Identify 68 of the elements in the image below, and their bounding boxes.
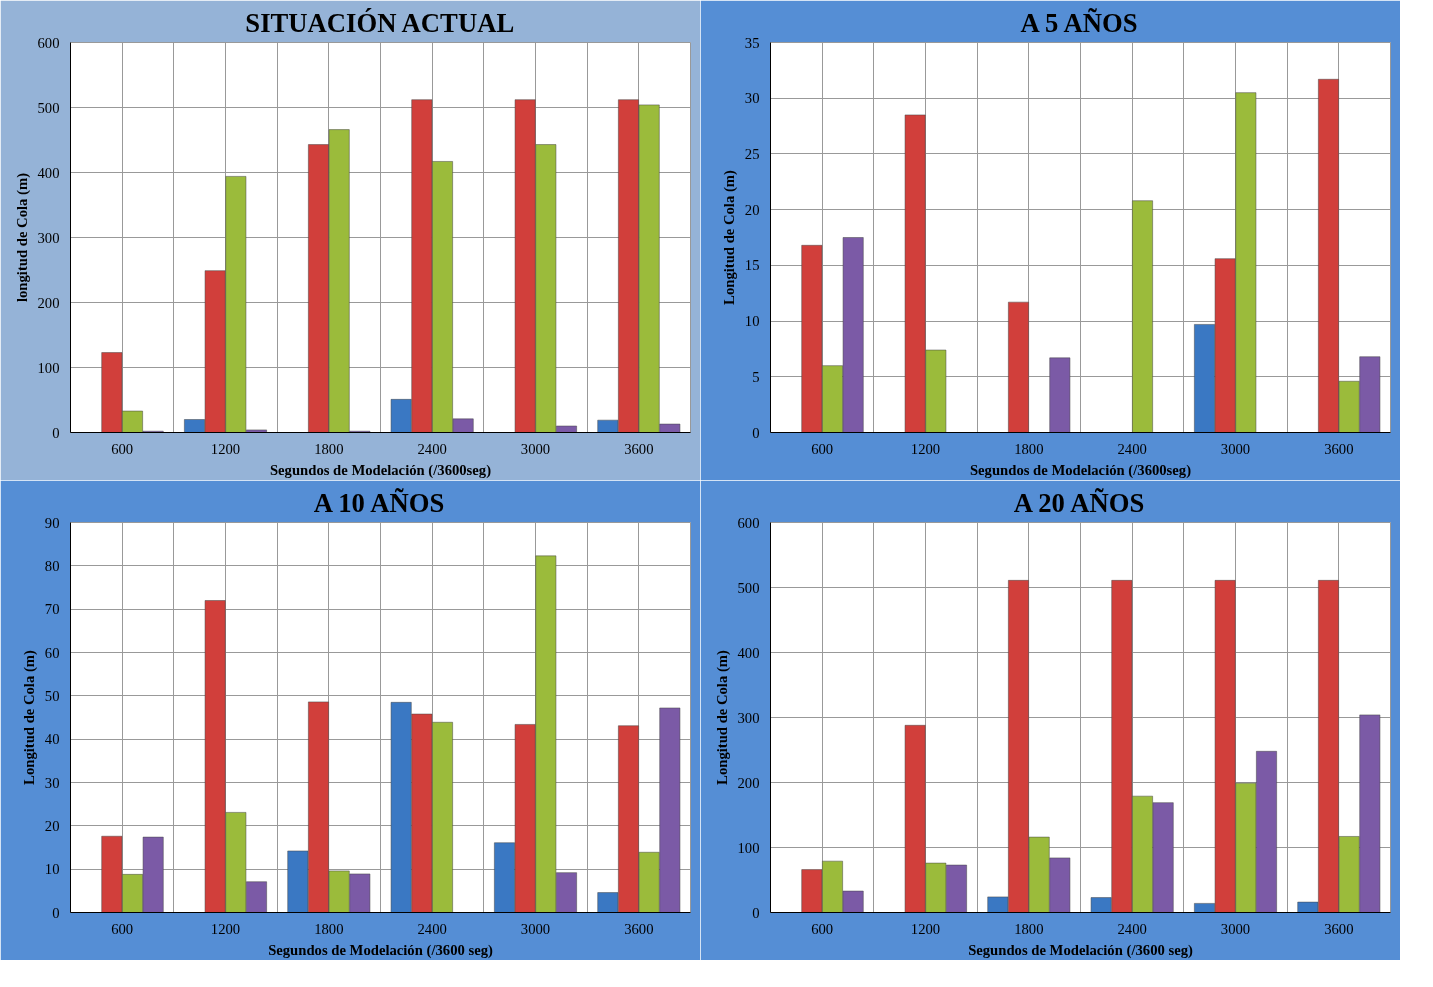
y-tick-label: 600 xyxy=(737,514,760,531)
x-tick-label: 1200 xyxy=(910,920,941,937)
x-tick-label: 600 xyxy=(111,440,134,457)
x-tick-label: 2400 xyxy=(1117,920,1147,937)
x-axis-title: Segundos de Modelación (/3600seg) xyxy=(269,461,492,479)
x-tick-label: 1800 xyxy=(1014,440,1044,457)
x-tick-label: 600 xyxy=(111,920,134,937)
x-tick-label: 1200 xyxy=(210,440,241,457)
x-axis-title: Segundos de Modelación (/3600 seg) xyxy=(268,941,493,959)
x-tick-label: 1800 xyxy=(314,440,344,457)
y-tick-label: 40 xyxy=(44,731,60,748)
y-tick-label: 10 xyxy=(44,861,60,878)
y-tick-label: 600 xyxy=(37,34,60,51)
y-tick-label: 10 xyxy=(744,313,760,330)
x-tick-label: 1800 xyxy=(314,920,344,937)
y-tick-label: 35 xyxy=(744,34,760,51)
y-tick-label: 90 xyxy=(44,514,60,531)
x-tick-label: 600 xyxy=(811,440,834,457)
chart-title: SITUACIÓN ACTUAL xyxy=(245,7,515,38)
y-axis-title: Longitud de Cola (m) xyxy=(720,170,738,305)
y-tick-label: 30 xyxy=(44,774,60,791)
x-tick-label: 3600 xyxy=(624,440,654,457)
y-tick-label: 500 xyxy=(737,579,760,596)
y-tick-label: 400 xyxy=(37,164,60,181)
x-tick-label: 3000 xyxy=(520,920,551,937)
x-tick-label: 2400 xyxy=(1117,440,1147,457)
chart-title: A 20 AÑOS xyxy=(1013,487,1145,518)
y-tick-label: 15 xyxy=(744,257,760,274)
x-tick-label: 600 xyxy=(811,920,834,937)
y-tick-label: 100 xyxy=(37,359,60,376)
y-tick-label: 0 xyxy=(752,904,760,921)
x-tick-label: 2400 xyxy=(417,920,447,937)
y-tick-label: 0 xyxy=(752,424,760,441)
x-tick-label: 3600 xyxy=(1324,440,1354,457)
y-tick-label: 200 xyxy=(37,294,60,311)
x-axis-title: Segundos de Modelación (/3600 seg) xyxy=(968,941,1193,959)
y-tick-label: 25 xyxy=(744,145,760,162)
y-tick-label: 80 xyxy=(44,557,60,574)
y-axis-title: Longitud de Cola (m) xyxy=(20,650,38,785)
y-tick-label: 50 xyxy=(44,687,60,704)
y-axis-title: longitud de Cola (m) xyxy=(13,172,31,303)
x-tick-label: 3600 xyxy=(624,920,654,937)
chart-title: A 5 AÑOS xyxy=(1020,7,1138,38)
y-tick-label: 30 xyxy=(744,90,760,107)
y-tick-label: 5 xyxy=(752,368,760,385)
y-tick-label: 0 xyxy=(52,424,60,441)
y-tick-label: 20 xyxy=(744,201,760,218)
x-tick-label: 1200 xyxy=(910,440,941,457)
y-tick-label: 300 xyxy=(737,709,760,726)
x-tick-label: 3000 xyxy=(1220,920,1251,937)
x-tick-label: 3000 xyxy=(1220,440,1251,457)
y-tick-label: 60 xyxy=(44,644,60,661)
x-tick-label: 3600 xyxy=(1324,920,1354,937)
x-tick-label: 1200 xyxy=(210,920,241,937)
x-axis-title: Segundos de Modelación (/3600seg) xyxy=(969,461,1192,479)
y-tick-label: 200 xyxy=(737,774,760,791)
y-tick-label: 400 xyxy=(737,644,760,661)
y-tick-label: 100 xyxy=(737,839,760,856)
x-tick-label: 2400 xyxy=(417,440,447,457)
y-tick-label: 20 xyxy=(44,817,60,834)
y-tick-label: 300 xyxy=(37,229,60,246)
y-tick-label: 70 xyxy=(44,601,60,618)
y-tick-label: 500 xyxy=(37,99,60,116)
x-tick-label: 1800 xyxy=(1014,920,1044,937)
x-tick-label: 3000 xyxy=(520,440,551,457)
chart-title: A 10 AÑOS xyxy=(313,487,445,518)
y-axis-title: Longitud de Cola (m) xyxy=(713,650,731,785)
y-tick-label: 0 xyxy=(52,904,60,921)
